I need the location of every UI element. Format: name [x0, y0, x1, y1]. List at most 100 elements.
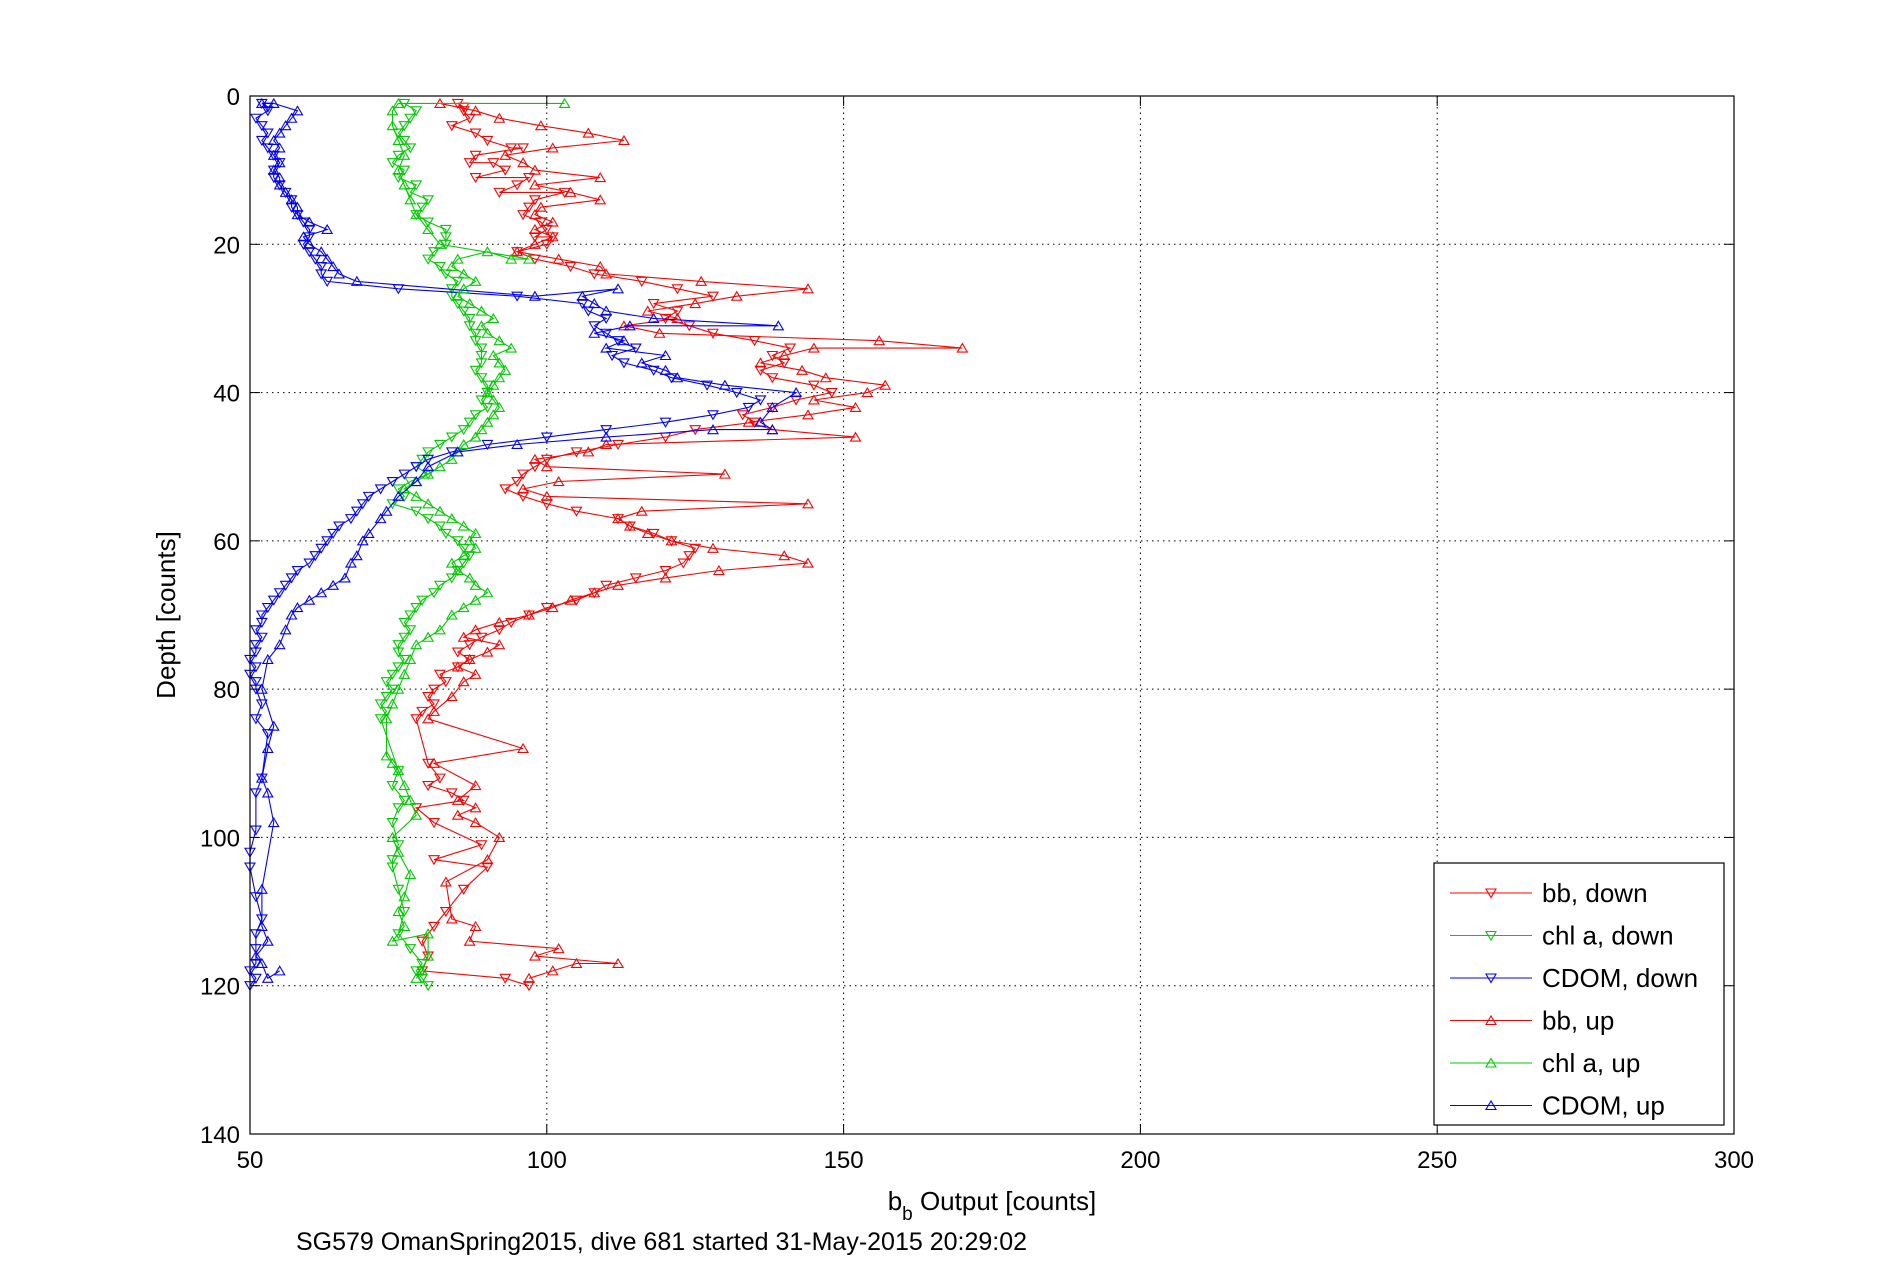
- data-point: [707, 410, 719, 421]
- y-tick-label: 100: [200, 825, 240, 852]
- data-point: [647, 299, 660, 310]
- data-point: [380, 692, 393, 703]
- x-tick-label: 100: [527, 1147, 567, 1174]
- data-point: [451, 290, 464, 301]
- data-point: [404, 143, 417, 154]
- data-point: [303, 247, 316, 258]
- data-point: [380, 505, 393, 516]
- series-chl-a-up: [380, 97, 571, 983]
- data-point: [600, 580, 613, 591]
- data-point: [807, 394, 820, 405]
- data-point: [671, 372, 684, 383]
- data-point: [439, 677, 452, 688]
- data-point: [261, 787, 274, 798]
- data-point: [249, 662, 262, 673]
- data-point: [386, 698, 399, 709]
- data-point: [558, 97, 571, 108]
- data-point: [362, 491, 375, 502]
- data-point: [309, 254, 322, 265]
- data-point: [273, 965, 286, 976]
- data-point: [380, 677, 393, 688]
- data-point: [517, 483, 530, 494]
- data-point: [422, 223, 435, 235]
- data-point: [647, 312, 660, 323]
- data-point: [398, 891, 411, 902]
- data-point: [267, 149, 280, 160]
- data-point: [463, 298, 476, 309]
- plot-frame: [249, 95, 1735, 1135]
- data-point: [683, 551, 696, 562]
- data-point: [588, 587, 601, 598]
- data-point: [475, 320, 488, 331]
- data-point: [517, 157, 530, 168]
- data-point: [392, 647, 405, 658]
- data-point: [594, 171, 607, 183]
- data-point: [386, 935, 399, 946]
- data-point: [398, 179, 411, 190]
- data-point: [422, 447, 435, 458]
- data-point: [523, 981, 535, 992]
- data-point: [451, 253, 464, 264]
- data-point: [457, 550, 470, 561]
- data-point: [433, 238, 446, 249]
- data-point: [261, 143, 274, 154]
- data-point: [291, 602, 304, 613]
- data-point: [439, 876, 452, 887]
- data-point: [255, 957, 268, 969]
- data-point: [457, 631, 470, 642]
- data-point: [267, 595, 280, 606]
- data-point: [469, 802, 482, 813]
- data-point: [463, 113, 476, 124]
- data-point: [350, 550, 363, 561]
- data-point: [416, 965, 429, 976]
- data-point: [772, 320, 785, 331]
- data-point: [469, 920, 482, 931]
- legend-box: [1433, 862, 1725, 1126]
- data-point: [707, 328, 719, 339]
- data-point: [802, 409, 814, 420]
- data-point: [540, 224, 553, 236]
- data-point: [718, 379, 731, 390]
- data-point: [457, 106, 470, 117]
- legend-label: chl a, down: [1542, 921, 1674, 951]
- data-point: [493, 357, 506, 368]
- axis-ticks: 50 100 150 200 250 300 0 20 40 60 80 100 120 140: [200, 84, 1754, 1174]
- data-point: [392, 662, 405, 673]
- data-point: [392, 929, 405, 940]
- data-point: [517, 742, 530, 754]
- data-point: [428, 921, 440, 932]
- data-point: [410, 966, 423, 977]
- data-point: [807, 342, 820, 353]
- data-point: [410, 106, 423, 117]
- data-point: [600, 431, 613, 442]
- legend: bb, down chl a, down CDOM, down bb, up chl a…: [1433, 862, 1725, 1126]
- data-point: [410, 972, 423, 983]
- x-tick-label: 150: [824, 1147, 864, 1174]
- data-point: [255, 772, 268, 783]
- data-point: [362, 527, 375, 538]
- data-point: [623, 520, 636, 531]
- data-point: [392, 846, 405, 857]
- data-point: [333, 521, 346, 532]
- data-point: [505, 342, 518, 353]
- data-point: [766, 373, 779, 384]
- data-point: [754, 416, 767, 427]
- data-point: [481, 587, 494, 598]
- data-point: [249, 788, 262, 799]
- data-point: [404, 944, 417, 955]
- data-point: [255, 883, 268, 894]
- series-layer: [244, 97, 969, 992]
- data-point: [386, 831, 399, 842]
- data-point: [249, 929, 262, 940]
- data-point: [707, 291, 719, 302]
- data-point: [671, 306, 684, 317]
- data-point: [392, 97, 405, 108]
- data-point: [849, 401, 862, 412]
- data-point: [540, 432, 553, 443]
- data-point: [540, 499, 553, 510]
- data-point: [267, 817, 280, 828]
- data-point: [445, 557, 458, 568]
- data-point: [422, 631, 435, 642]
- y-tick-label: 120: [200, 974, 240, 1001]
- data-point: [303, 558, 316, 569]
